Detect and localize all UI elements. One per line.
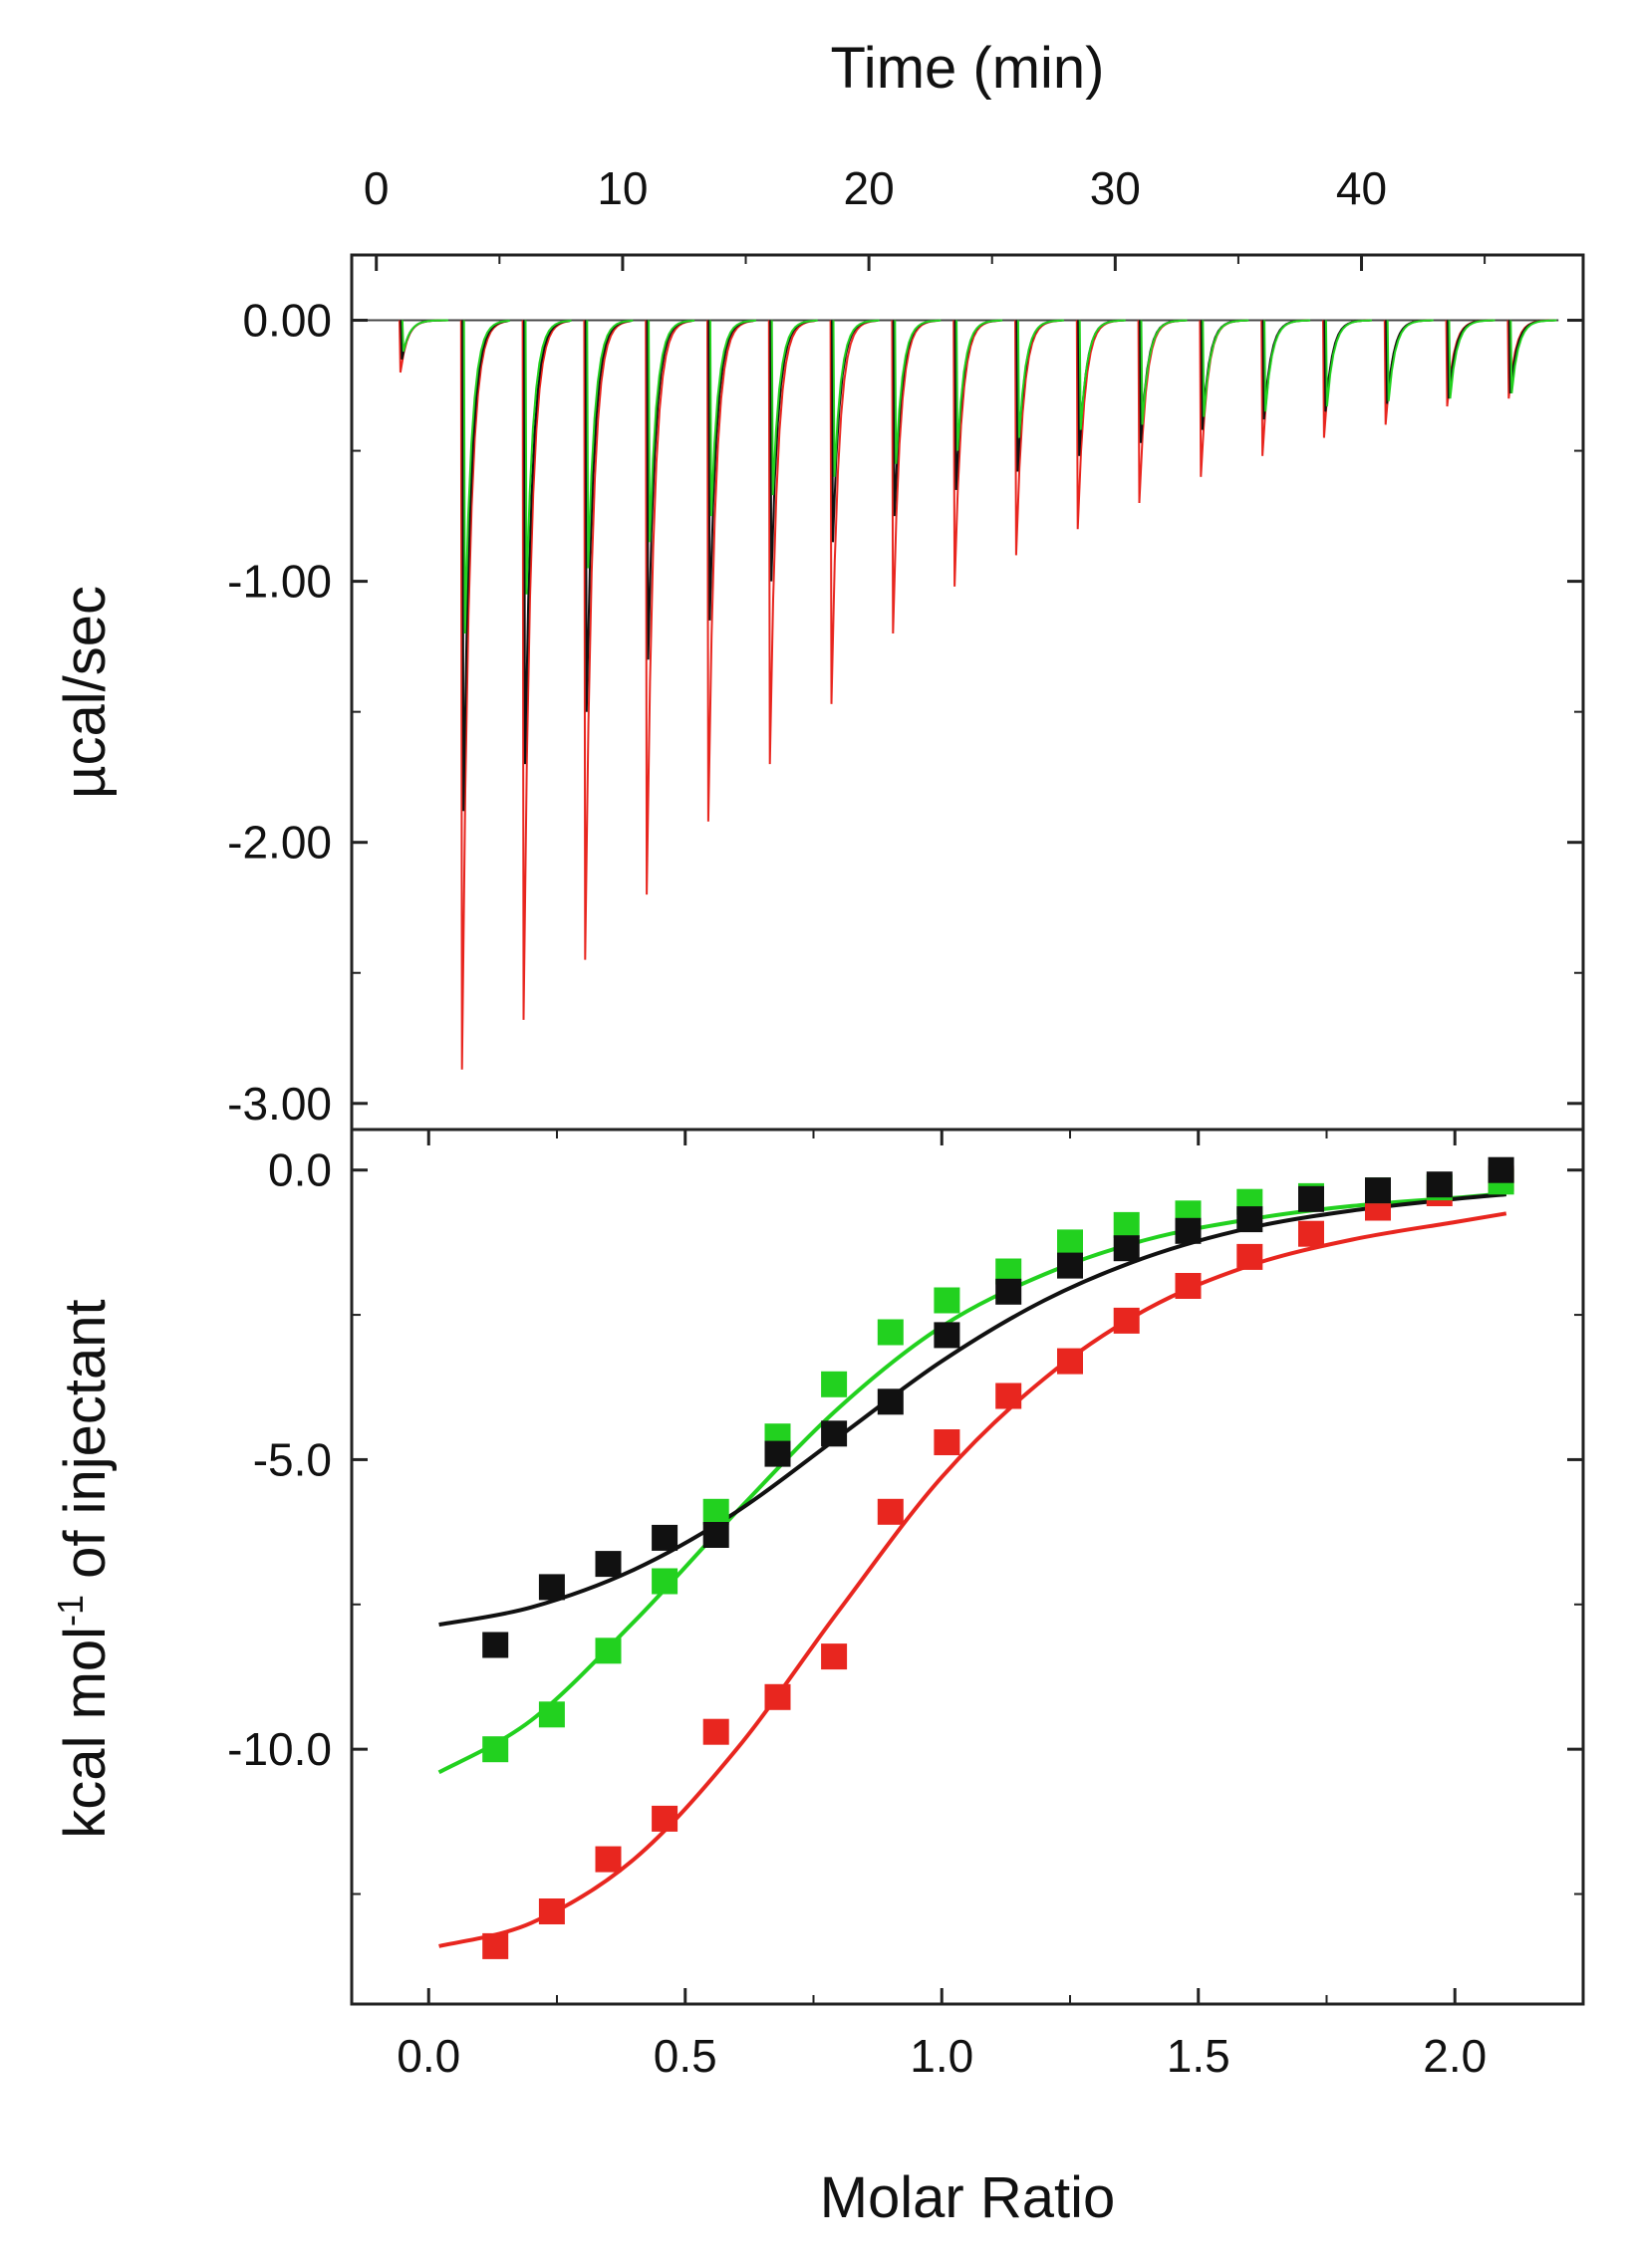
thermogram-trace-black bbox=[400, 319, 1555, 812]
isotherm-point-black bbox=[1057, 1252, 1083, 1279]
isotherm-panel: 0.0 0.5 1.0 1.5 2.00.0-5.0-10.0 Molar Ratio … bbox=[50, 1128, 1585, 2230]
isotherm-point-black bbox=[934, 1322, 960, 1349]
isotherm-point-black bbox=[1113, 1235, 1140, 1262]
isotherm-y-tick-label: -10.0 bbox=[227, 1723, 332, 1775]
isotherm-frame bbox=[350, 1128, 1585, 2006]
isotherm-point-black bbox=[1298, 1185, 1324, 1212]
thermogram-trace-green bbox=[401, 319, 1557, 634]
thermogram-y-tick-label: -1.00 bbox=[227, 556, 332, 608]
isotherm-point-black bbox=[1426, 1171, 1453, 1198]
isotherm-y-axis-title-superscript: -1 bbox=[50, 1595, 91, 1627]
isotherm-point-green bbox=[821, 1371, 848, 1397]
thermogram-traces bbox=[364, 319, 1559, 1070]
isotherm-point-black bbox=[482, 1632, 509, 1658]
thermogram-x-axis-title: Time (min) bbox=[831, 36, 1105, 101]
isotherm-x-tick-label: 0.0 bbox=[397, 2030, 460, 2082]
isotherm-x-tick-label: 0.5 bbox=[654, 2030, 717, 2082]
isotherm-point-red bbox=[821, 1643, 848, 1670]
isotherm-point-red bbox=[1236, 1243, 1263, 1270]
isotherm-point-red bbox=[652, 1805, 678, 1832]
thermogram-y-axis-title: µcal/sec bbox=[53, 586, 118, 799]
isotherm-point-green bbox=[652, 1568, 678, 1595]
isotherm-y-axis-title: kcal mol-1 of injectant bbox=[50, 1299, 118, 1838]
isotherm-fit-red bbox=[438, 1211, 1507, 1948]
thermogram-ticks: 0 10 20 30 40 0.00 -1.00 -2.00 -3.00 bbox=[227, 162, 1583, 1130]
isotherm-point-black bbox=[995, 1278, 1022, 1305]
isotherm-point-green bbox=[595, 1638, 622, 1664]
isotherm-point-black bbox=[1488, 1156, 1514, 1183]
isotherm-point-red bbox=[1298, 1220, 1324, 1247]
isotherm-y-tick-label: 0.0 bbox=[268, 1144, 332, 1196]
thermogram-x-tick-label: 0 bbox=[364, 162, 390, 214]
thermogram-y-tick-label: -2.00 bbox=[227, 817, 332, 869]
isotherm-point-black bbox=[1236, 1206, 1263, 1233]
isotherm-y-axis-title-suffix: of injectant bbox=[53, 1299, 118, 1595]
isotherm-ticks: 0.0 0.5 1.0 1.5 2.0 0.0 -5.0 -10.0 bbox=[227, 1130, 1583, 2082]
isotherm-point-black bbox=[1365, 1177, 1391, 1204]
isotherm-point-green bbox=[482, 1736, 509, 1763]
isotherm-point-red bbox=[482, 1932, 509, 1959]
isotherm-point-black bbox=[538, 1574, 565, 1601]
isotherm-point-red bbox=[595, 1846, 622, 1873]
isotherm-fit-black bbox=[438, 1192, 1506, 1628]
isotherm-fit-curves bbox=[437, 1191, 1507, 1948]
isotherm-x-tick-label: 2.0 bbox=[1423, 2030, 1487, 2082]
thermogram-x-tick-label: 40 bbox=[1336, 162, 1387, 214]
thermogram-y-tick-label: -3.00 bbox=[227, 1078, 332, 1130]
isotherm-point-black bbox=[1175, 1217, 1202, 1244]
thermogram-x-tick-label: 10 bbox=[597, 162, 648, 214]
isotherm-point-green bbox=[1113, 1211, 1140, 1238]
isotherm-point-green bbox=[1057, 1229, 1083, 1256]
isotherm-x-tick-label: 1.5 bbox=[1167, 2030, 1230, 2082]
isotherm-point-black bbox=[702, 1522, 729, 1548]
isotherm-point-black bbox=[595, 1551, 622, 1578]
isotherm-point-black bbox=[764, 1440, 791, 1467]
isotherm-y-tick-label: -5.0 bbox=[253, 1433, 332, 1485]
isotherm-point-black bbox=[652, 1524, 678, 1551]
isotherm-x-tick-label: 1.0 bbox=[910, 2030, 973, 2082]
isotherm-point-green bbox=[877, 1319, 904, 1346]
isotherm-point-green bbox=[934, 1287, 960, 1314]
isotherm-data-points bbox=[482, 1156, 1514, 1959]
isotherm-point-red bbox=[934, 1429, 960, 1455]
isotherm-point-black bbox=[821, 1420, 848, 1447]
isotherm-point-black bbox=[877, 1388, 904, 1415]
isotherm-point-red bbox=[764, 1683, 791, 1710]
isotherm-y-axis-title-main: kcal mol bbox=[53, 1627, 118, 1839]
isotherm-point-green bbox=[538, 1701, 565, 1728]
isotherm-fit-green bbox=[437, 1191, 1506, 1775]
isotherm-point-red bbox=[702, 1718, 729, 1745]
thermogram-x-tick-label: 20 bbox=[844, 162, 895, 214]
isotherm-point-red bbox=[538, 1898, 565, 1924]
isotherm-point-green bbox=[702, 1498, 729, 1525]
isotherm-point-red bbox=[877, 1498, 904, 1525]
thermogram-y-tick-label: 0.00 bbox=[242, 295, 332, 347]
thermogram-x-tick-label: 30 bbox=[1090, 162, 1141, 214]
isotherm-point-red bbox=[1175, 1273, 1202, 1299]
isotherm-point-red bbox=[1057, 1348, 1083, 1375]
isotherm-point-red bbox=[995, 1383, 1022, 1409]
isotherm-x-axis-title: Molar Ratio bbox=[820, 2165, 1116, 2230]
thermogram-panel: 0 10 20 30 400.00-1.00-2.00-3.00 Time (min) … bbox=[53, 36, 1585, 1132]
isotherm-point-red bbox=[1113, 1307, 1140, 1334]
thermogram-trace-red bbox=[399, 319, 1554, 1070]
